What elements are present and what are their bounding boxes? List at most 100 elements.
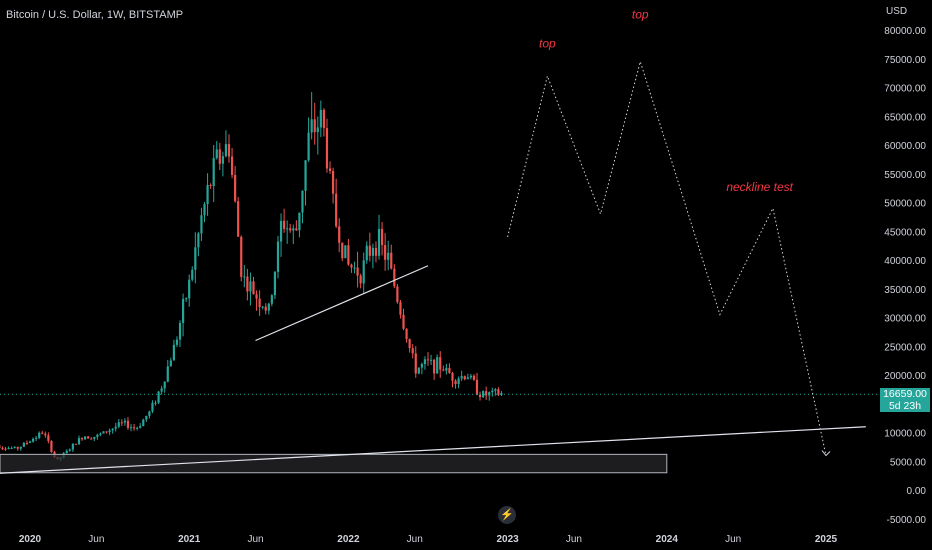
candle-body [445,367,448,371]
candle [396,283,399,304]
candle [65,449,68,454]
candle-body [74,443,78,445]
candle [71,443,74,452]
candle [234,166,237,203]
candle-body [414,353,417,374]
candle [368,232,371,262]
candle [7,446,10,450]
price-tick-label: 70000.00 [884,84,926,95]
candle [22,441,25,448]
candle-body [175,339,179,345]
candle [80,437,84,441]
candle-body [276,241,280,272]
candle [4,446,7,451]
candle [206,173,209,216]
candle-body [47,435,50,441]
candle [331,167,335,204]
candle-body [102,431,105,434]
candle [129,424,133,432]
candle-body [212,158,215,187]
candle-body [77,438,81,445]
neckline-trendline [255,265,429,342]
candle-body [283,220,286,229]
candle [387,240,390,271]
price-tick-label: -5000.00 [887,515,927,526]
candle-body [500,393,503,395]
candle-body [96,434,99,437]
candle-body [368,245,371,256]
candle [264,303,267,315]
candle [25,440,29,445]
lightning-icon[interactable]: ⚡ [498,506,516,524]
candle-body [4,448,7,450]
candle-body [374,247,378,256]
chart-title: Bitcoin / U.S. Dollar, 1W, BITSTAMP [6,9,184,21]
candle-body [258,298,261,308]
candle [289,223,292,233]
candle-body [218,149,221,164]
candle-body [111,428,114,431]
candle-body [301,190,304,213]
candle-body [120,422,123,424]
candle-body [249,281,252,292]
candle-body [68,449,71,451]
current-price-label: 16659.00 5d 23h [880,388,930,413]
candle-body [390,252,393,269]
candle-body [166,366,169,382]
candle-body [123,420,127,423]
candle-body [188,279,191,299]
candle-body [108,430,111,433]
candle [426,352,430,366]
candle-body [307,132,310,161]
axis-currency: USD [886,6,907,17]
candle [169,357,172,367]
candle [194,232,197,284]
candle-body [442,369,445,371]
candle [451,371,454,388]
candle-body [230,156,234,175]
candle [212,144,215,203]
candle [227,134,231,163]
candle [485,386,488,400]
candle-body [38,432,41,438]
candle [454,379,457,389]
candle [328,161,332,174]
time-tick-label: Jun [566,534,582,545]
candle [50,440,53,453]
candle [166,359,169,383]
candle-body [178,322,182,340]
candle-body [87,436,90,439]
candle [243,265,246,288]
candle-body [234,174,237,202]
candle-body [215,149,218,159]
candle [191,266,194,282]
candle [494,388,497,396]
time-tick-label: 2020 [19,534,42,545]
candle [417,367,420,375]
candle [246,268,249,301]
time-axis[interactable]: 2020 Jun 2021 Jun 2022 Jun 2023 Jun 2024 Jun 2025 [0,528,932,550]
candle-body [377,229,381,256]
candle [497,387,500,397]
candle-body [475,379,479,395]
time-tick-label: 2021 [178,534,201,545]
candle [445,363,448,375]
candle [500,390,503,397]
candle [316,116,319,155]
candle-body [145,415,148,420]
candle-body [132,427,136,429]
candle [460,370,463,381]
candle-body [341,242,344,259]
candle-body [353,267,356,269]
price-axis[interactable]: USD 80000.00 75000.00 70000.00 65000.00 60000… [878,0,932,550]
candle [380,221,384,256]
time-tick-label: 2024 [656,534,679,545]
candle-body [286,228,289,230]
candle-body [380,229,384,246]
candle [429,354,433,366]
candle [126,417,130,430]
candle-body [417,367,420,374]
candle [371,243,374,269]
candle [197,231,200,257]
